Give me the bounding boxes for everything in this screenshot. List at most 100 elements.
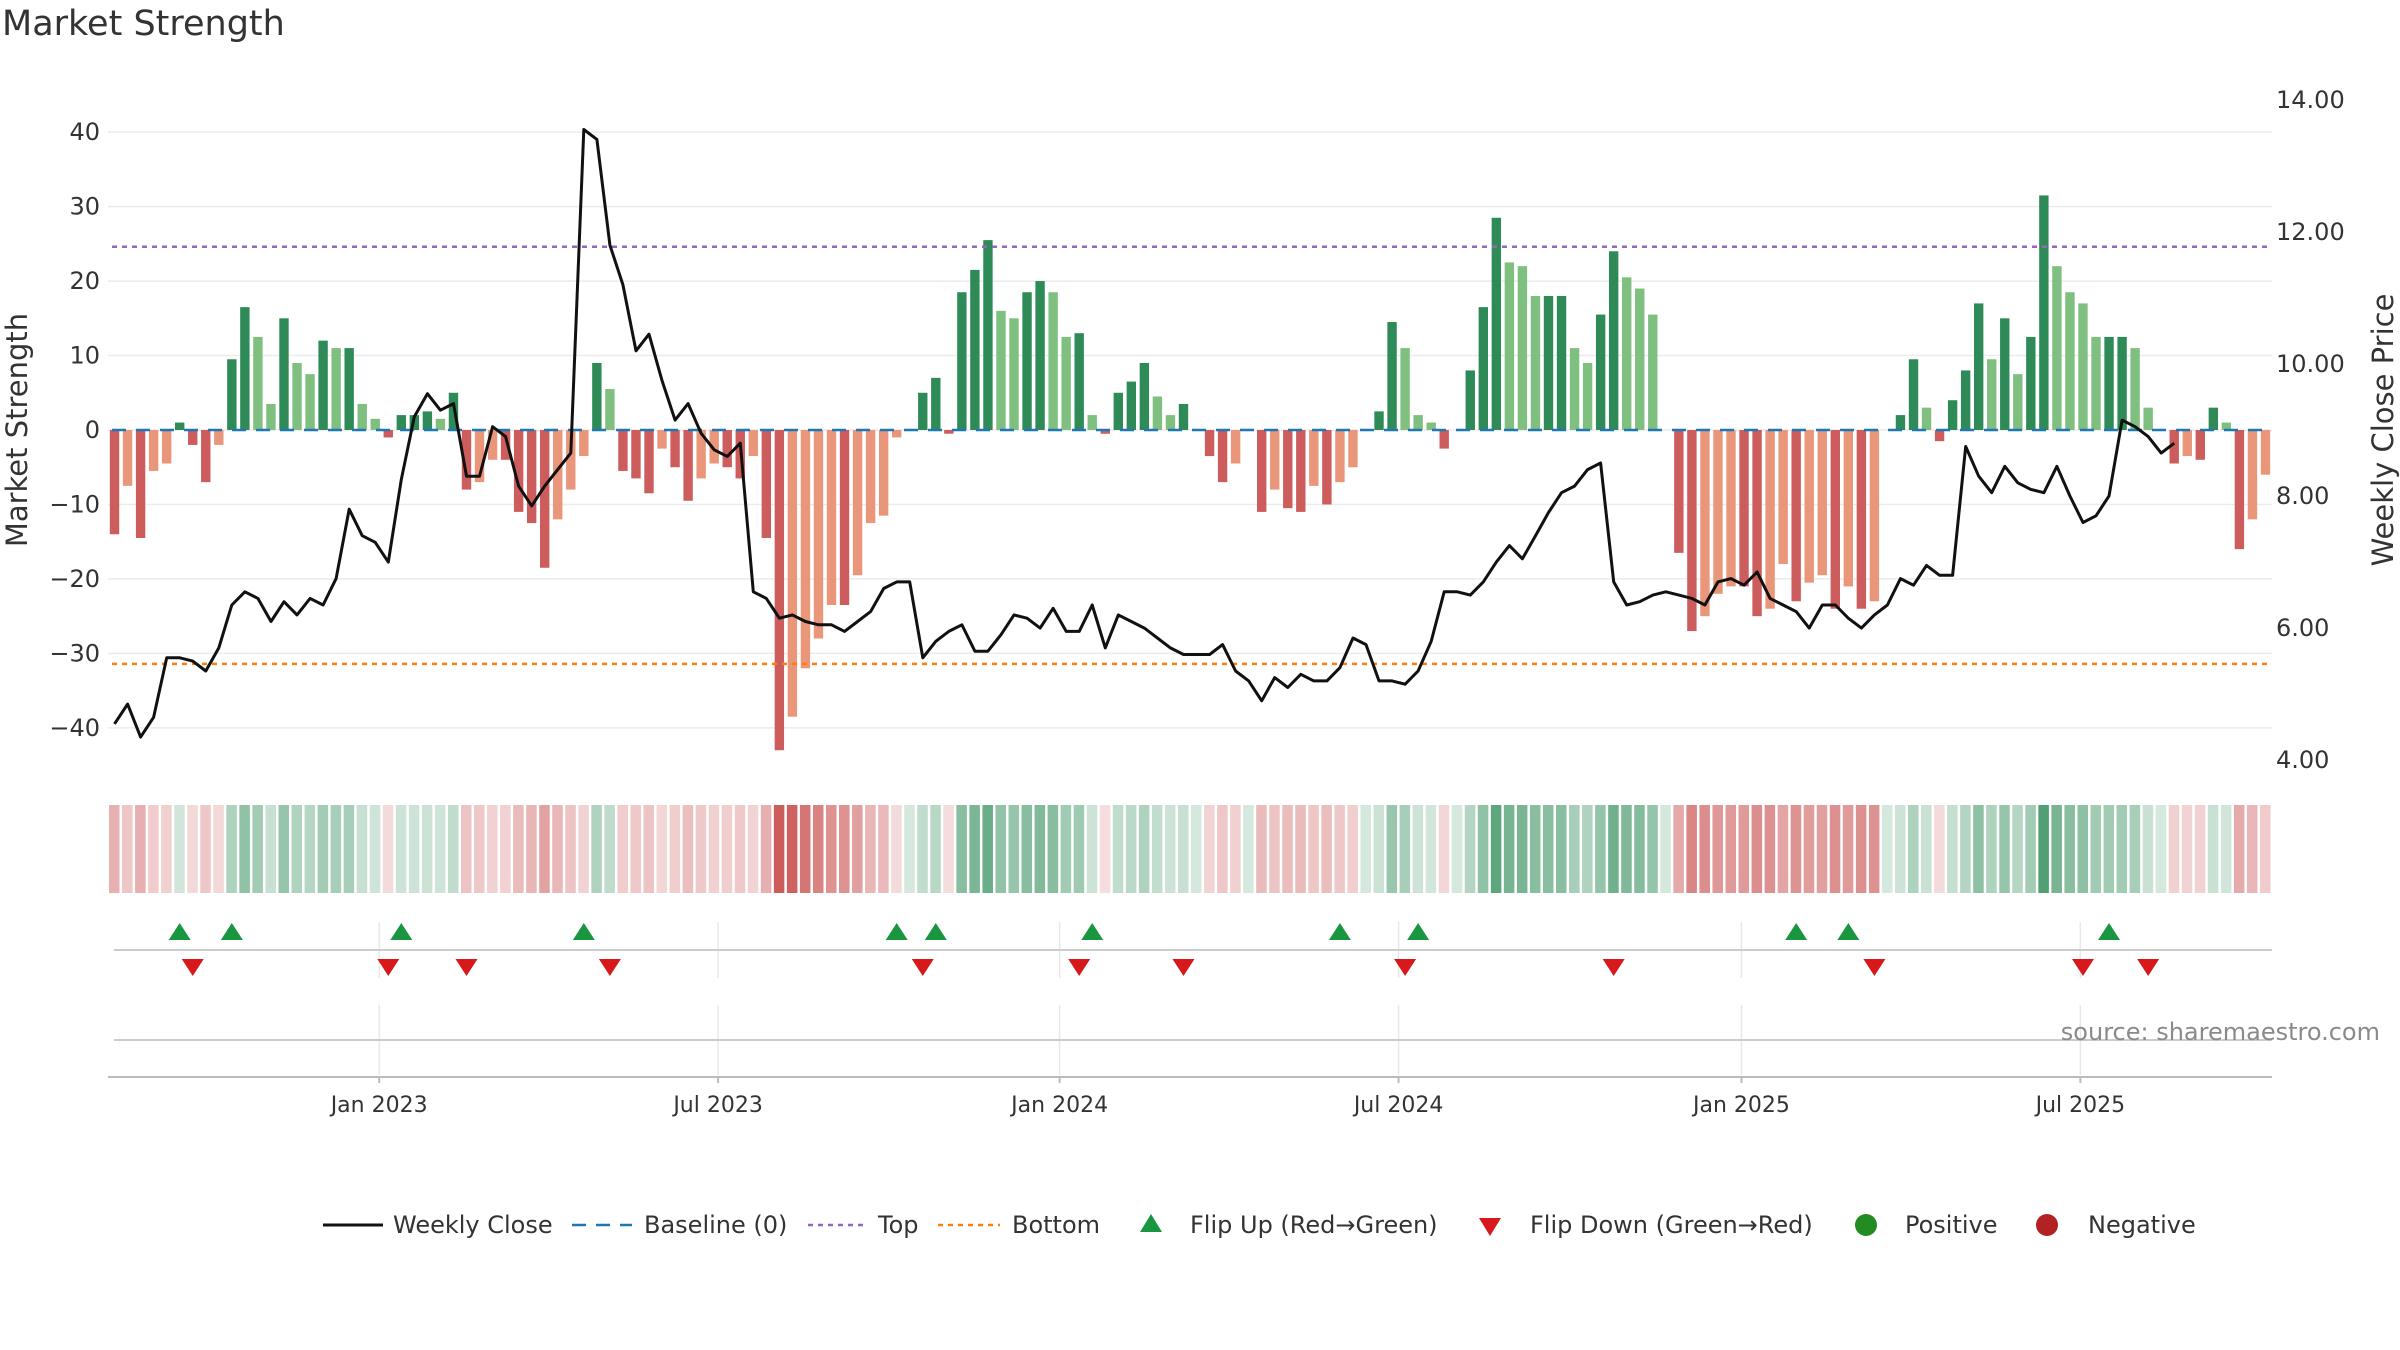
strength-bar: [2130, 348, 2140, 430]
heat-cell: [669, 805, 681, 893]
strength-bar: [891, 430, 902, 438]
flip-up-marker: [1081, 923, 1104, 940]
heat-cell: [2194, 805, 2206, 893]
heat-cell: [2142, 805, 2154, 893]
flip-down-marker: [1863, 959, 1886, 976]
strength-bar: [2013, 374, 2023, 430]
flip-up-marker: [1407, 923, 1430, 940]
flip-markers: [114, 922, 2272, 1075]
strength-bar: [709, 430, 719, 464]
heat-cell: [1386, 805, 1398, 893]
strength-bar: [970, 269, 980, 430]
strength-bar: [1947, 400, 1958, 430]
strength-bar: [1230, 430, 1241, 464]
heat-cell: [2259, 805, 2271, 893]
weekly-close-layer: [113, 128, 2176, 739]
strength-bar: [1178, 403, 1189, 430]
strength-bar: [148, 430, 159, 471]
flip-down-marker: [1602, 959, 1625, 976]
strength-bar: [188, 430, 198, 445]
heat-cell: [434, 805, 446, 893]
strength-bar: [344, 348, 354, 430]
heat-cell: [1451, 805, 1463, 893]
heat-cell: [1360, 805, 1372, 893]
heat-cell: [1699, 805, 1710, 893]
heat-cell: [2155, 805, 2167, 893]
strength-bar: [1543, 295, 1554, 430]
heat-cell: [2116, 805, 2128, 893]
strength-bar: [1309, 430, 1319, 486]
heat-cell: [734, 805, 746, 893]
strength-bar: [1856, 430, 1867, 609]
legend-baseline-label: Baseline (0): [644, 1211, 787, 1239]
strength-bar: [1556, 295, 1567, 430]
grid-layer: [108, 131, 2272, 729]
strength-bar: [553, 430, 563, 520]
heat-cell: [200, 805, 211, 893]
heat-cell: [565, 805, 576, 893]
flip-down-marker: [455, 959, 478, 976]
strength-bar: [1257, 430, 1267, 512]
strength-bar: [122, 430, 133, 486]
heat-cell: [1099, 805, 1111, 893]
y-tick-label: −40: [49, 714, 100, 742]
heat-cell: [291, 805, 303, 893]
heat-cell: [1269, 805, 1280, 893]
strength-bar: [644, 430, 654, 494]
heat-cell: [1503, 805, 1515, 893]
heat-cell: [1073, 805, 1085, 893]
strength-bar: [761, 430, 772, 538]
strength-bar: [1973, 303, 1984, 430]
heat-cell: [369, 805, 381, 893]
strength-bar: [1622, 277, 1632, 430]
strength-bar: [944, 430, 954, 434]
strength-bar: [1400, 348, 1410, 430]
strength-bar: [1648, 314, 1658, 430]
heat-cell: [943, 805, 954, 893]
heat-cell: [161, 805, 172, 893]
strength-bar: [631, 430, 641, 479]
strength-bar: [2104, 336, 2114, 430]
heat-cell: [995, 805, 1006, 893]
heat-cell: [2220, 805, 2232, 893]
heat-cell: [487, 805, 498, 893]
strength-bar: [331, 348, 341, 430]
strength-bar: [1204, 430, 1215, 457]
heat-cell: [1855, 805, 1867, 893]
y-tick-label: 30: [69, 193, 100, 221]
heat-cell: [1582, 805, 1593, 893]
strength-bar: [1895, 415, 1906, 430]
strength-bar: [227, 359, 237, 430]
heat-cell: [617, 805, 628, 893]
heat-cell: [891, 805, 902, 893]
flip-up-marker: [220, 923, 243, 940]
strength-bar: [1270, 430, 1280, 490]
strength-bar: [2182, 430, 2192, 457]
heat-cell: [2168, 805, 2180, 893]
heat-cell: [539, 805, 550, 893]
heat-cell: [1621, 805, 1632, 893]
strength-bar: [1908, 359, 1919, 430]
strength-bar: [722, 430, 732, 468]
y-tick-label: −20: [49, 565, 100, 593]
heat-cell: [682, 805, 694, 893]
strength-bar: [1348, 430, 1358, 468]
strength-bar: [1635, 288, 1645, 430]
heat-cell: [1712, 805, 1723, 893]
y2-tick-label: 4.00: [2276, 746, 2329, 774]
heat-cell: [1999, 805, 2010, 893]
strength-bar: [1869, 430, 1880, 602]
legend-flip-up-label: Flip Up (Red→Green): [1190, 1211, 1438, 1239]
heat-cell: [1986, 805, 1997, 893]
heat-cell: [2090, 805, 2102, 893]
x-tick-label: Jan 2025: [1691, 1093, 1790, 1118]
heat-cell: [1008, 805, 1020, 893]
heat-cell: [708, 805, 720, 893]
heat-cell: [213, 805, 224, 893]
strength-bar: [1608, 251, 1619, 430]
heat-cell: [2064, 805, 2075, 893]
heat-cell: [1191, 805, 1202, 893]
flip-down-marker: [911, 959, 934, 976]
y-tick-label: 20: [69, 267, 100, 295]
